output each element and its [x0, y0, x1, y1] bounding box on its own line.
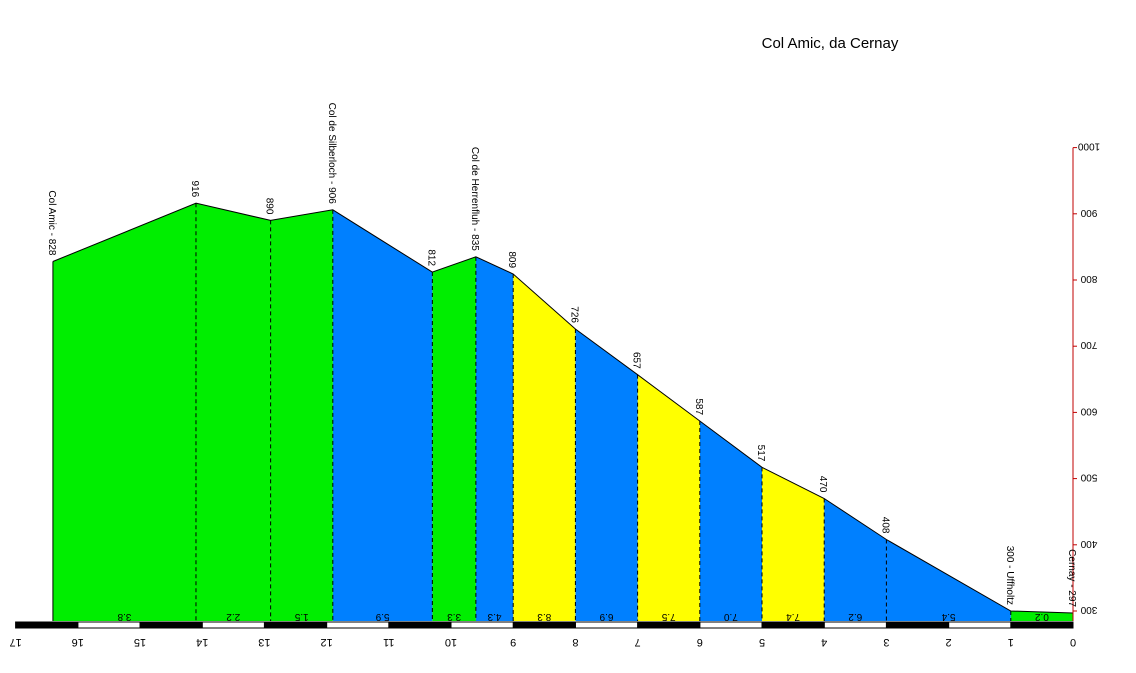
y-tick-label: 300 — [1080, 604, 1097, 615]
x-tick-label: 7 — [635, 636, 641, 648]
chart-title: Col Amic, da Cernay — [762, 35, 899, 52]
segment-fill — [52, 203, 197, 621]
x-tick-label: 12 — [320, 636, 332, 648]
point-label: 726 — [568, 306, 579, 323]
x-tick-label: 13 — [258, 636, 270, 648]
segment-fill — [575, 329, 638, 621]
y-axis: 300 400 500 600 700 800 900 1000 — [1072, 141, 1100, 621]
grade-label: 6.2 — [848, 611, 862, 622]
segment-fill — [332, 209, 433, 622]
x-tick-label: 0 — [1070, 636, 1076, 648]
y-tick-label: 400 — [1080, 538, 1097, 549]
km-scale-block — [139, 621, 203, 629]
segment-fill — [824, 498, 887, 621]
y-tick-label: 500 — [1080, 472, 1097, 483]
x-tick-label: 17 — [9, 636, 21, 648]
y-tick-label: 1000 — [1077, 141, 1100, 152]
point-label: 890 — [264, 198, 275, 215]
y-tick-label: 700 — [1080, 339, 1097, 350]
x-tick-label: 14 — [196, 636, 208, 648]
grade-label: 3.3 — [447, 611, 461, 622]
segment-fill — [699, 421, 762, 621]
grade-label: 6.9 — [599, 611, 613, 622]
point-label: 812 — [425, 249, 436, 266]
grade-label: 5.4 — [941, 611, 955, 622]
x-tick-label: 2 — [946, 636, 952, 648]
x-tick-label: 8 — [572, 636, 578, 648]
grade-label: 3.8 — [117, 611, 131, 622]
point-label: 916 — [189, 181, 200, 198]
x-tick-label: 4 — [821, 636, 827, 648]
point-label: 657 — [631, 352, 642, 369]
y-tick-label: 800 — [1080, 273, 1097, 284]
grade-label: 0.2 — [1035, 611, 1049, 622]
x-tick-label: 6 — [697, 636, 703, 648]
segment-fill — [270, 209, 333, 622]
point-label: 517 — [755, 445, 766, 462]
point-label: 587 — [693, 398, 704, 415]
y-tick-label: 900 — [1080, 207, 1097, 218]
km-scale-block — [885, 621, 950, 629]
grade-label: 2.2 — [226, 611, 240, 622]
grade-label: 1.5 — [294, 611, 308, 622]
x-tick-label: 1 — [1008, 636, 1014, 648]
profile-line — [52, 202, 1074, 614]
point-label: Col Amic - 828 — [46, 190, 57, 255]
x-tick-label: 10 — [445, 636, 457, 648]
km-scale-block — [948, 621, 1012, 629]
segment-fill — [886, 539, 1011, 621]
segment-fill — [762, 467, 825, 621]
x-tick-label: 3 — [883, 636, 889, 648]
profile-outline — [52, 202, 1074, 621]
segment-fill — [513, 274, 576, 621]
x-tick-label: 15 — [134, 636, 146, 648]
km-scale-block — [15, 621, 79, 629]
x-tick-label: 5 — [759, 636, 765, 648]
grade-label: 7.5 — [661, 611, 675, 622]
x-tick-label: 16 — [72, 636, 84, 648]
y-tick-label: 600 — [1080, 405, 1097, 416]
segment-fill — [475, 256, 514, 621]
grade-labels: 0.2 5.4 6.2 7.4 7.0 7.5 6.9 8.3 4.3 3.3 5.9 1.5 2.2 3… — [117, 611, 1049, 622]
point-label: Col de Silberloch - 906 — [326, 103, 337, 205]
grade-label: 8.3 — [537, 611, 551, 622]
x-tick-label: 11 — [383, 636, 394, 648]
segment-fill — [195, 203, 271, 621]
grade-label: 7.4 — [786, 611, 800, 622]
point-labels: Cernay - 297 300 - Uffholtz 408 470 517 587 65… — [46, 103, 1077, 608]
segment-fill — [1010, 611, 1073, 621]
point-label: Cernay - 297 — [1066, 549, 1077, 607]
point-label: 300 - Uffholtz — [1004, 546, 1015, 605]
km-scale-block — [388, 621, 452, 629]
point-label: Col de Herrenfluh - 835 — [469, 147, 480, 251]
point-label: 809 — [506, 251, 517, 268]
x-tick-label: 9 — [510, 636, 516, 648]
segment-dividers — [195, 203, 1012, 621]
point-label: 408 — [879, 517, 890, 534]
segment-fill — [432, 256, 476, 621]
grade-label: 4.3 — [487, 611, 501, 622]
profile-fills — [52, 203, 1073, 622]
point-label: 470 — [817, 476, 828, 493]
grade-label: 5.9 — [375, 611, 389, 622]
grade-label: 7.0 — [724, 611, 738, 622]
segment-fill — [637, 374, 700, 621]
